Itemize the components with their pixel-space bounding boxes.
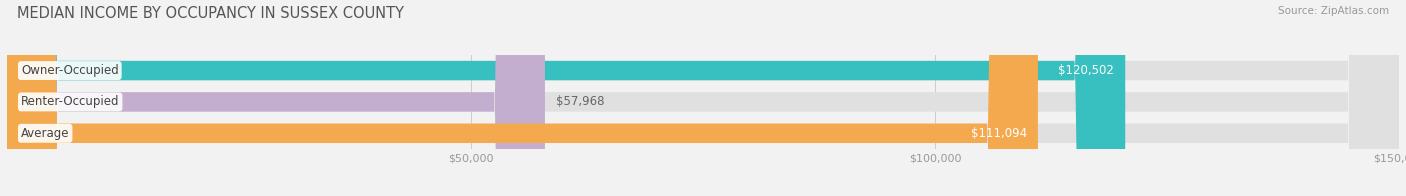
FancyBboxPatch shape [7, 0, 1125, 196]
Text: Source: ZipAtlas.com: Source: ZipAtlas.com [1278, 6, 1389, 16]
FancyBboxPatch shape [7, 0, 1399, 196]
Text: MEDIAN INCOME BY OCCUPANCY IN SUSSEX COUNTY: MEDIAN INCOME BY OCCUPANCY IN SUSSEX COU… [17, 6, 404, 21]
Text: Owner-Occupied: Owner-Occupied [21, 64, 118, 77]
Text: Renter-Occupied: Renter-Occupied [21, 95, 120, 108]
FancyBboxPatch shape [7, 0, 1399, 196]
FancyBboxPatch shape [7, 0, 1038, 196]
FancyBboxPatch shape [7, 0, 1399, 196]
Text: $120,502: $120,502 [1059, 64, 1114, 77]
Text: $111,094: $111,094 [970, 127, 1026, 140]
FancyBboxPatch shape [7, 0, 546, 196]
Text: $57,968: $57,968 [557, 95, 605, 108]
Text: Average: Average [21, 127, 69, 140]
